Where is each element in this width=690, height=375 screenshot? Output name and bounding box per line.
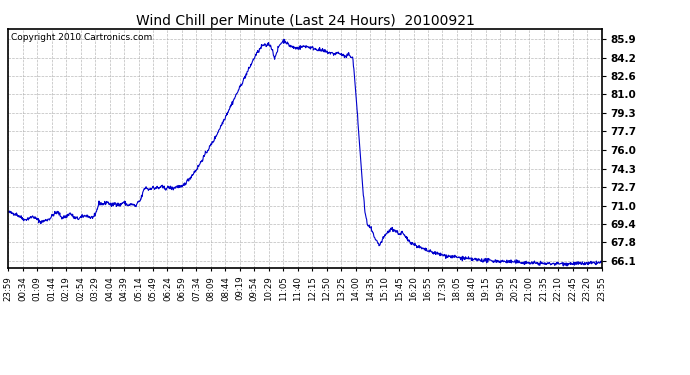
Text: Copyright 2010 Cartronics.com: Copyright 2010 Cartronics.com [11,33,152,42]
Title: Wind Chill per Minute (Last 24 Hours)  20100921: Wind Chill per Minute (Last 24 Hours) 20… [135,14,475,28]
